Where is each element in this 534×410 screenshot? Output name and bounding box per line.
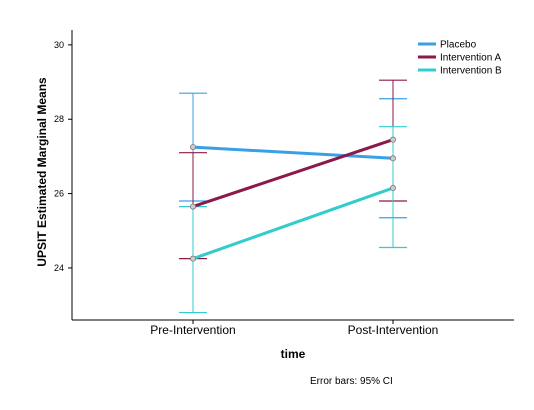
y-axis-title: UPSIT Estimated Marginal Means <box>35 77 49 267</box>
y-tick-label: 24 <box>54 263 64 273</box>
x-tick-label: Post-Intervention <box>348 323 439 337</box>
series-line <box>192 138 394 209</box>
data-point <box>189 255 196 262</box>
y-tick-label: 26 <box>54 189 64 199</box>
data-point <box>389 185 396 192</box>
x-tick-label: Pre-Intervention <box>150 323 235 337</box>
series-line <box>192 145 394 160</box>
legend-label: Placebo <box>440 40 477 51</box>
data-point <box>189 203 196 210</box>
y-tick-label: 30 <box>54 40 64 50</box>
series-points <box>189 136 396 262</box>
data-point <box>189 144 196 151</box>
y-tick-label: 28 <box>54 114 64 124</box>
y-ticks: 24 26 28 30 <box>54 40 72 273</box>
legend: Placebo Intervention A Intervention B <box>418 40 502 77</box>
error-bars <box>179 79 407 314</box>
footnote: Error bars: 95% CI <box>310 376 393 387</box>
data-point <box>389 155 396 162</box>
legend-label: Intervention B <box>440 66 502 77</box>
data-point <box>389 136 396 143</box>
series-line <box>192 186 394 261</box>
series-lines <box>192 138 394 261</box>
x-axis-title: time <box>281 347 306 361</box>
legend-label: Intervention A <box>440 53 501 64</box>
axes: Pre-Intervention Post-Intervention <box>71 30 514 337</box>
